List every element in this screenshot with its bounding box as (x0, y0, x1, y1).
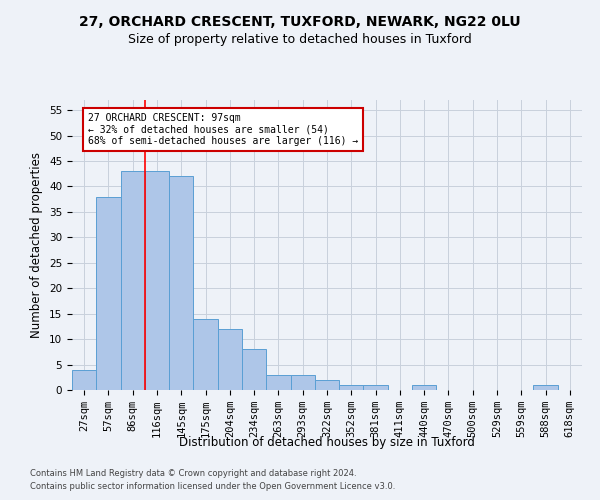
Text: Contains public sector information licensed under the Open Government Licence v3: Contains public sector information licen… (30, 482, 395, 491)
Bar (315, 380, 339, 390)
Bar (72, 370, 96, 390)
Bar (533, 385, 558, 390)
Text: 27, ORCHARD CRESCENT, TUXFORD, NEWARK, NG22 0LU: 27, ORCHARD CRESCENT, TUXFORD, NEWARK, N… (79, 15, 521, 29)
Bar (364, 385, 388, 390)
Bar (121, 171, 145, 390)
Bar (339, 385, 364, 390)
Bar (218, 329, 242, 390)
Bar (412, 385, 436, 390)
Bar (290, 374, 315, 390)
Text: Contains HM Land Registry data © Crown copyright and database right 2024.: Contains HM Land Registry data © Crown c… (30, 468, 356, 477)
Y-axis label: Number of detached properties: Number of detached properties (31, 152, 43, 338)
Bar (145, 171, 169, 390)
Text: Size of property relative to detached houses in Tuxford: Size of property relative to detached ho… (128, 32, 472, 46)
Text: Distribution of detached houses by size in Tuxford: Distribution of detached houses by size … (179, 436, 475, 449)
Bar (193, 319, 218, 390)
Bar (96, 196, 121, 390)
Text: 27 ORCHARD CRESCENT: 97sqm
← 32% of detached houses are smaller (54)
68% of semi: 27 ORCHARD CRESCENT: 97sqm ← 32% of deta… (88, 112, 358, 146)
Bar (242, 350, 266, 390)
Bar (266, 374, 290, 390)
Bar (169, 176, 193, 390)
